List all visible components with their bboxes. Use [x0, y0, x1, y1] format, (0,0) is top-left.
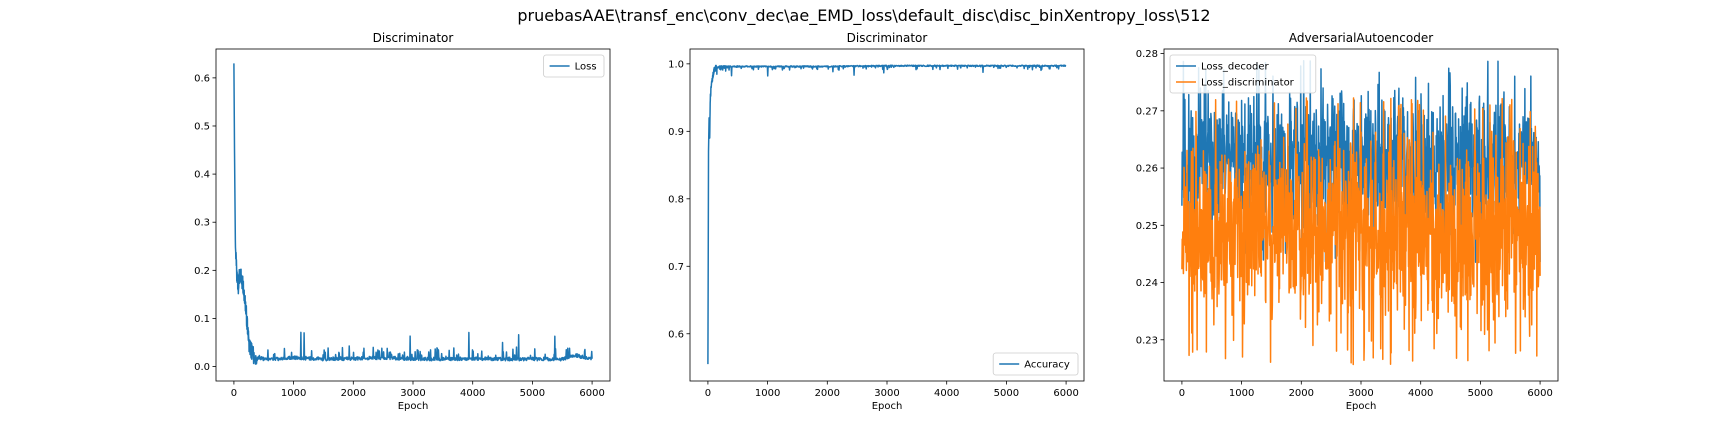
subplot-accuracy: 0 1000 2000 3000 4000 5000 6000 0.6 0.7 0.8 0.9 1.0…: [668, 31, 1085, 412]
x-tick-label: 4000: [1408, 388, 1433, 399]
legend: Loss: [543, 54, 605, 78]
figure-suptitle: pruebasAAE\transf_enc\conv_dec\ae_EMD_lo…: [517, 6, 1211, 25]
legend-label: Loss_decoder: [1201, 62, 1270, 73]
x-tick-label: 5000: [1468, 388, 1493, 399]
y-tick-label: 0.5: [194, 121, 210, 132]
legend-label: Loss: [575, 62, 597, 73]
y-tick-label: 1.0: [668, 59, 684, 70]
x-tick-label: 0: [231, 388, 237, 399]
x-tick-label: 1000: [281, 388, 306, 399]
plot-area-loss: [233, 63, 593, 365]
y-tick-label: 0.6: [194, 73, 210, 84]
x-tick-label: 1000: [1229, 388, 1254, 399]
axes-frame: [689, 48, 1085, 382]
y-tick-label: 0.1: [194, 314, 210, 325]
y-tick-label: 0.25: [1136, 221, 1158, 232]
x-tick-label: 2000: [341, 388, 366, 399]
legend: Accuracy: [992, 352, 1079, 376]
x-tick-label: 6000: [1053, 388, 1078, 399]
x-tick-label: 3000: [874, 388, 899, 399]
plot-area-accuracy: [707, 64, 1067, 365]
y-tick-label: 0.28: [1136, 49, 1158, 60]
y-tick-label: 0.2: [194, 266, 210, 277]
x-tick-label: 5000: [520, 388, 545, 399]
y-tick-label: 0.3: [194, 218, 210, 229]
legend-label: Accuracy: [1024, 360, 1070, 371]
y-tick-label: 0.23: [1136, 335, 1158, 346]
y-tick-label: 0.9: [668, 127, 684, 138]
series-line-accuracy: [707, 64, 1067, 365]
axes-frame: [215, 48, 611, 382]
x-axis-label: Epoch: [1346, 401, 1377, 412]
legend-box: [543, 54, 605, 78]
x-tick-label: 6000: [1527, 388, 1552, 399]
legend-box: [1169, 54, 1317, 94]
y-tick-label: 0.7: [668, 262, 684, 273]
y-tick-label: 0.26: [1136, 164, 1158, 175]
x-tick-label: 0: [1179, 388, 1185, 399]
x-tick-label: 4000: [934, 388, 959, 399]
legend: Loss_decoder Loss_discriminator: [1169, 54, 1317, 94]
y-tick-label: 0.27: [1136, 106, 1158, 117]
subplot-title: Discriminator: [847, 31, 928, 45]
x-tick-label: 3000: [1348, 388, 1373, 399]
plot-area-adversarial: [1181, 60, 1541, 366]
subplot-title: AdversarialAutoencoder: [1289, 31, 1433, 45]
y-tick-label: 0.4: [194, 170, 210, 181]
subplot-adversarial-autoencoder: 0 1000 2000 3000 4000 5000 6000 0.23 0.24 0.25 0.2…: [1136, 31, 1559, 412]
legend-label: Loss_discriminator: [1201, 78, 1295, 89]
subplot-title: Discriminator: [373, 31, 454, 45]
x-tick-label: 2000: [815, 388, 840, 399]
x-tick-label: 2000: [1289, 388, 1314, 399]
x-tick-label: 4000: [460, 388, 485, 399]
x-tick-label: 5000: [994, 388, 1019, 399]
y-tick-label: 0.6: [668, 329, 684, 340]
x-tick-label: 6000: [579, 388, 604, 399]
x-axis-label: Epoch: [872, 401, 903, 412]
y-tick-label: 0.0: [194, 362, 210, 373]
subplot-loss: 0 1000 2000 3000 4000 5000 6000 0.0 0.1 0.2 0.3 0.4…: [194, 31, 611, 412]
x-axis-label: Epoch: [398, 401, 429, 412]
x-tick-label: 1000: [755, 388, 780, 399]
y-tick-label: 0.8: [668, 194, 684, 205]
x-tick-label: 3000: [400, 388, 425, 399]
legend-box: [992, 352, 1079, 376]
x-tick-label: 0: [705, 388, 711, 399]
series-line-loss: [233, 63, 593, 365]
y-tick-label: 0.24: [1136, 278, 1158, 289]
series-line-loss-discriminator: [1181, 97, 1541, 366]
